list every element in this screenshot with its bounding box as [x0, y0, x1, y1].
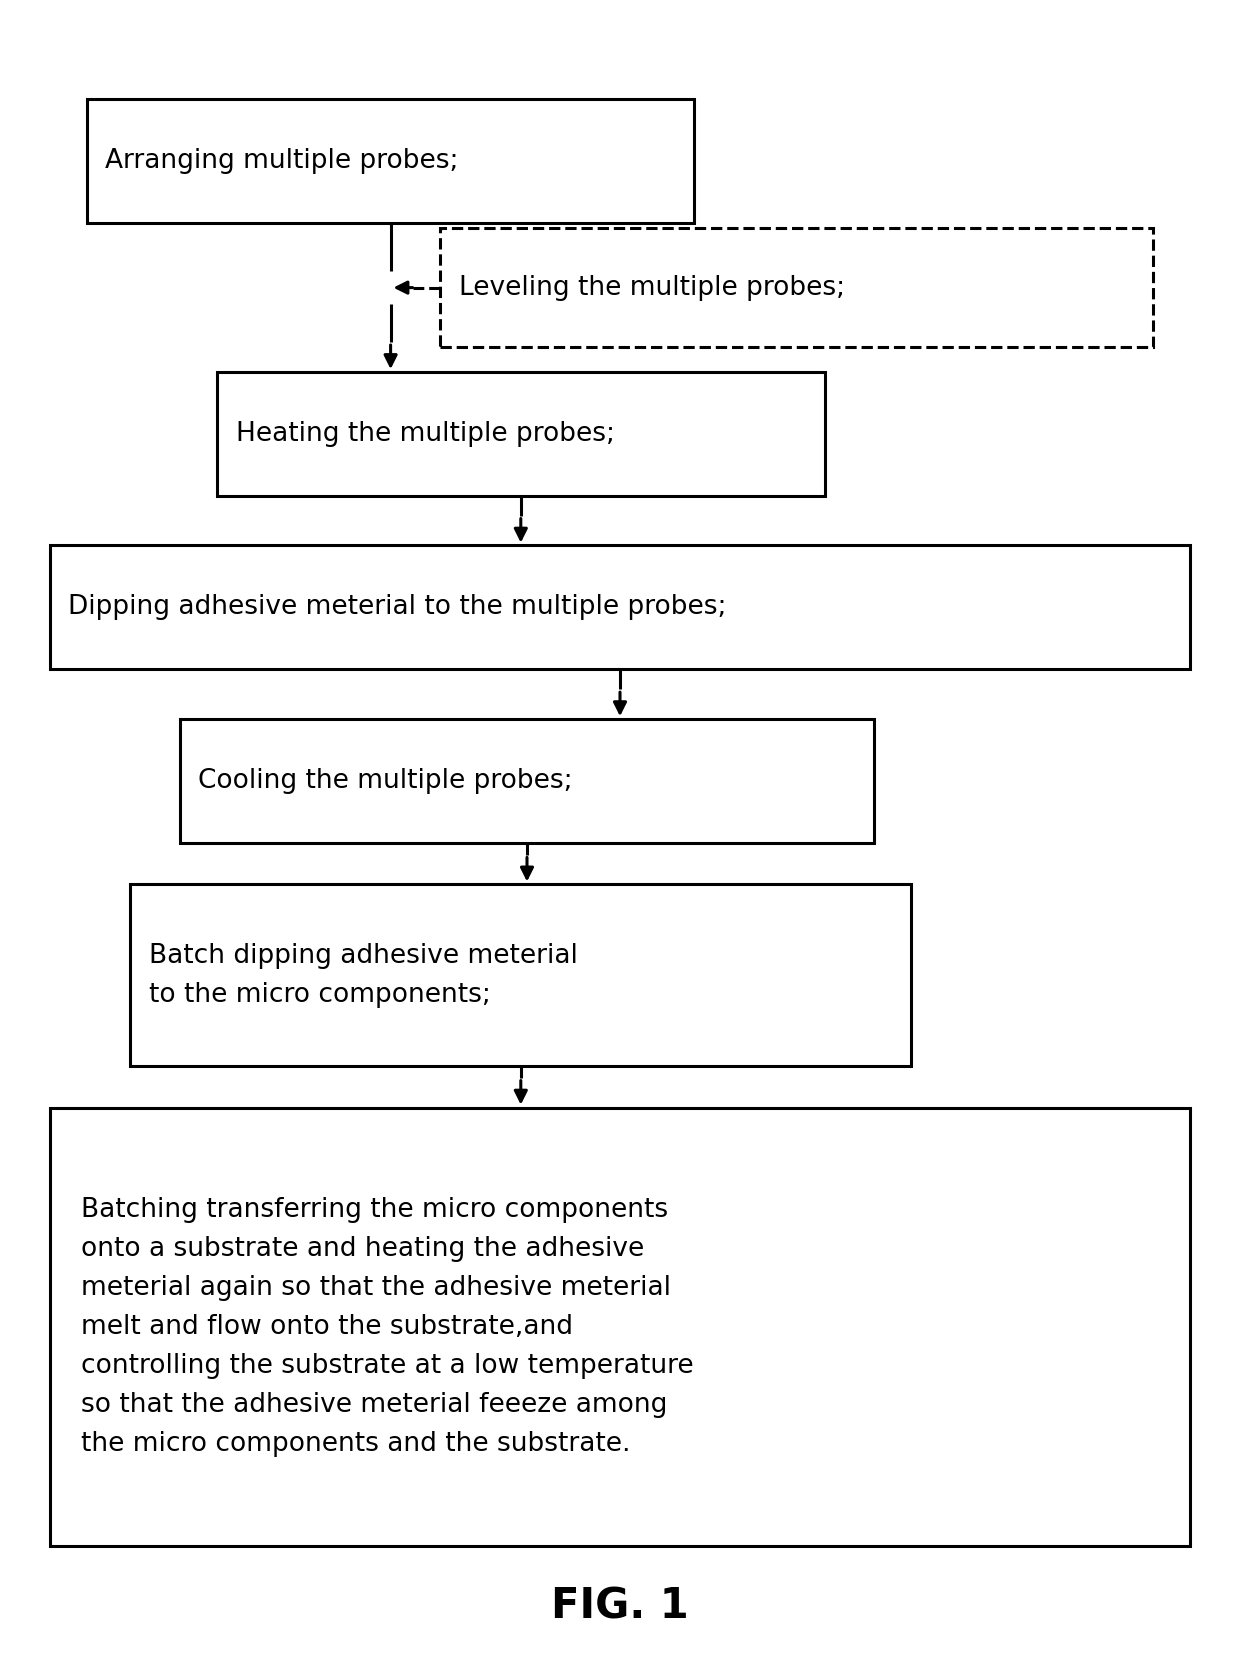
Bar — [50, 1108, 1190, 1546]
Text: Heating the multiple probes;: Heating the multiple probes; — [236, 422, 615, 446]
Text: Dipping adhesive meterial to the multiple probes;: Dipping adhesive meterial to the multipl… — [68, 595, 727, 620]
Text: Batch dipping adhesive meterial
to the micro components;: Batch dipping adhesive meterial to the m… — [149, 942, 578, 1008]
Text: FIG. 1: FIG. 1 — [551, 1585, 689, 1628]
Text: Arranging multiple probes;: Arranging multiple probes; — [105, 149, 459, 174]
Text: Batching transferring the micro components
onto a substrate and heating the adhe: Batching transferring the micro componen… — [81, 1197, 693, 1456]
Text: Leveling the multiple probes;: Leveling the multiple probes; — [459, 274, 844, 301]
Bar — [130, 884, 911, 1066]
Text: Cooling the multiple probes;: Cooling the multiple probes; — [198, 769, 573, 793]
Bar — [50, 545, 1190, 669]
Bar — [440, 228, 1153, 347]
Bar — [180, 719, 874, 843]
Bar — [217, 372, 825, 496]
Bar — [87, 99, 694, 223]
